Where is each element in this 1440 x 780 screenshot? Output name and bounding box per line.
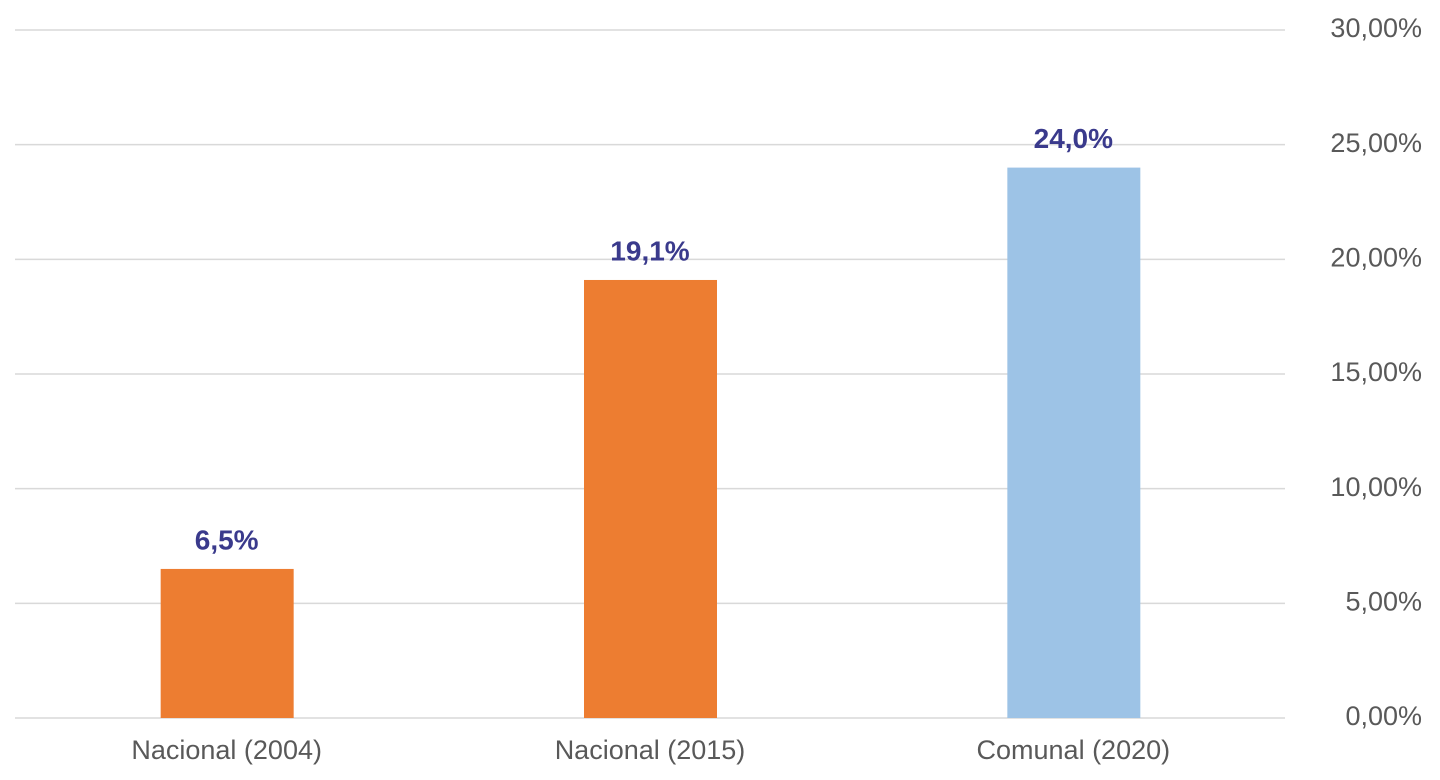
bar bbox=[1007, 167, 1141, 719]
y-tick-label: 30,00% bbox=[1330, 13, 1422, 43]
y-tick-label: 20,00% bbox=[1330, 242, 1422, 272]
bar bbox=[160, 568, 294, 718]
x-tick-label: Nacional (2015) bbox=[555, 735, 746, 765]
y-tick-label: 10,00% bbox=[1330, 472, 1422, 502]
y-tick-label: 5,00% bbox=[1345, 586, 1422, 616]
y-tick-label: 0,00% bbox=[1345, 701, 1422, 731]
data-label: 19,1% bbox=[610, 235, 689, 266]
x-tick-label: Nacional (2004) bbox=[131, 735, 322, 765]
x-tick-label: Comunal (2020) bbox=[977, 735, 1171, 765]
y-tick-label: 25,00% bbox=[1330, 128, 1422, 158]
y-tick-label: 15,00% bbox=[1330, 357, 1422, 387]
bar bbox=[584, 279, 717, 718]
data-label: 24,0% bbox=[1034, 123, 1113, 154]
data-label: 6,5% bbox=[195, 524, 259, 555]
